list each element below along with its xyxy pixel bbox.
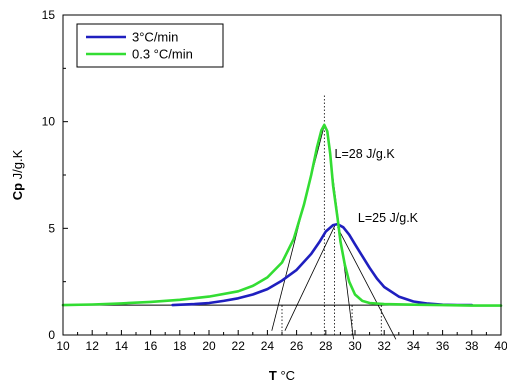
y-axis-title-unit: J/g.K [10, 149, 25, 183]
x-tick-label-12: 12 [86, 339, 100, 353]
x-tick-label-40: 40 [494, 339, 507, 353]
x-tick-label-24: 24 [261, 339, 275, 353]
series-layer [61, 123, 503, 307]
x-tick-label-20: 20 [202, 339, 216, 353]
x-tick-label-30: 30 [348, 339, 362, 353]
legend: 3°C/min 0.3 °C/min [76, 23, 224, 68]
x-tick-label-14: 14 [115, 339, 129, 353]
annotation-label-1: L=25 J/g.K [358, 211, 419, 225]
x-tick-label-16: 16 [144, 339, 158, 353]
x-tick-label-32: 32 [378, 339, 392, 353]
y-axis-title-symbol: Cp [10, 183, 25, 200]
x-tick-label-10: 10 [56, 339, 70, 353]
annotations-layer: L=28 J/g.K L=25 J/g.K [335, 147, 419, 225]
axis-ticks-layer: 10 12 14 16 18 20 22 24 26 28 30 32 34 36 38 40 0 5 10 15 [42, 8, 507, 353]
y-tick-label-5: 5 [48, 221, 55, 235]
x-axis-title-symbol: T [269, 368, 277, 383]
tangent-line-3 [337, 227, 397, 340]
x-tick-label-28: 28 [319, 339, 333, 353]
x-axis-title-unit: °C [277, 368, 295, 383]
x-tick-label-36: 36 [436, 339, 450, 353]
y-axis-title: Cp J/g.K [10, 149, 25, 200]
series-line-3-c-min [171, 222, 474, 307]
legend-label-3c-per-min: 3°C/min [132, 30, 178, 45]
tangent-line-2 [284, 226, 335, 331]
y-tick-label-10: 10 [42, 115, 56, 129]
y-tick-label-15: 15 [42, 8, 56, 22]
series-line-0-3-c-min [61, 123, 503, 307]
legend-label-0-3c-per-min: 0.3 °C/min [132, 47, 193, 62]
x-tick-label-34: 34 [407, 339, 421, 353]
y-tick-label-0: 0 [48, 328, 55, 342]
x-tick-label-22: 22 [232, 339, 246, 353]
x-tick-label-18: 18 [173, 339, 187, 353]
legend-box [76, 23, 224, 68]
annotation-label-0: L=28 J/g.K [335, 147, 396, 161]
x-tick-label-38: 38 [465, 339, 479, 353]
x-axis-title: T °C [269, 368, 295, 383]
x-tick-label-26: 26 [290, 339, 304, 353]
